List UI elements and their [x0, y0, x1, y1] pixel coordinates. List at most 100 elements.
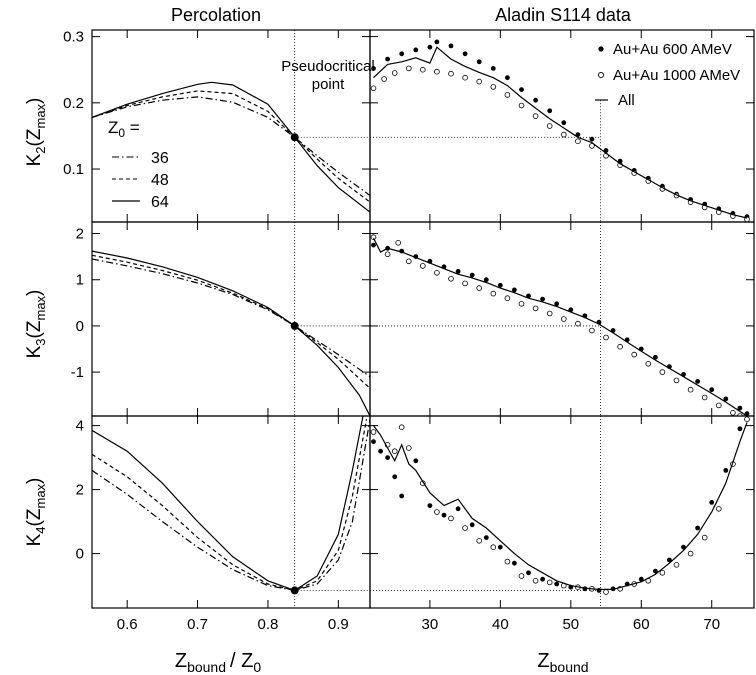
data-k3-point-au-au-600-amev	[512, 287, 517, 293]
legend-z0-z: Z	[108, 118, 118, 137]
xlabel-left-rest: / Z	[230, 650, 253, 672]
legend-600-marker	[598, 46, 604, 52]
data-k2-point-au-au-600-amev	[427, 44, 433, 50]
percolation-k4-xtick-label: 0.6	[117, 616, 138, 633]
data-k3-point-au-au-1000-amev	[504, 295, 511, 302]
data-k4-point-au-au-1000-amev	[504, 558, 511, 565]
legend-36-label: 36	[151, 150, 169, 167]
data-k4-point-au-au-600-amev	[554, 581, 560, 587]
panel-title-aladin: Aladin S114 data	[495, 5, 632, 25]
data-k2-point-au-au-1000-amev	[405, 65, 412, 72]
xlabel-left-sub2: 0	[253, 659, 261, 675]
data-k2-point-au-au-1000-amev	[589, 143, 595, 149]
ylabel-k3-sub: 3	[33, 338, 48, 345]
data-k3-point-au-au-1000-amev	[715, 402, 722, 409]
data-k3-point-au-au-1000-amev	[546, 310, 553, 317]
ylabel-k2-open: (Z	[24, 128, 45, 146]
ylabel-k4-sub: 4	[33, 526, 48, 533]
data-k3-point-au-au-1000-amev	[476, 285, 483, 291]
data-k3-point-au-au-1000-amev	[490, 290, 497, 297]
ylabel-k2: K2(Zmax)	[24, 98, 48, 167]
data-k4-point-au-au-600-amev	[371, 439, 376, 444]
data-k3-point-au-au-1000-amev	[730, 409, 736, 416]
data-k3-point-au-au-1000-amev	[673, 377, 680, 384]
percolation-k3-ytick-label: 0	[76, 318, 84, 335]
data-k3-point-au-au-600-amev	[483, 277, 489, 283]
data-k4-point-au-au-600-amev	[497, 544, 503, 550]
data-k4-point-au-au-1000-amev	[490, 544, 497, 550]
data-k2-point-au-au-1000-amev	[490, 84, 497, 90]
data-k3-point-au-au-1000-amev	[448, 275, 454, 282]
percolation-k2-ytick-label: 0.3	[63, 29, 84, 46]
percolation-k3-frame	[91, 221, 371, 417]
percolation-k4-series-48	[92, 419, 368, 592]
percolation-k4-series-group	[92, 416, 370, 592]
percolation-k3-series-group	[92, 250, 370, 416]
ylabel-k3-sub2: max	[33, 295, 48, 320]
xlabel-left-z: Z	[175, 650, 187, 672]
percolation-k4-xtick-label: 0.7	[187, 616, 208, 633]
annotation-line1: Pseudocritical	[281, 58, 374, 75]
data-k3-point-au-au-1000-amev	[589, 327, 595, 334]
data-k2-series-group	[370, 39, 750, 222]
data-k3-point-au-au-600-amev	[497, 282, 503, 288]
data-k4-point-au-au-600-amev	[399, 493, 405, 499]
data-k4-point-au-au-1000-amev	[405, 445, 412, 451]
percolation-k2-critical-point	[290, 133, 299, 142]
data-k3-series-group	[370, 234, 750, 416]
data-k2-frame	[369, 29, 755, 223]
data-k4-frame	[369, 415, 755, 609]
ylabel-k4-close: )	[24, 478, 45, 484]
panels: 0.1 0.2 0.3 -1 0 1 2 0.6 0.7 0.8 0.9 0 2 4 30 40 50 60 70	[63, 29, 755, 633]
data-k3-point-au-au-600-amev	[723, 396, 729, 402]
data-k4-xtick-label: 50	[562, 616, 579, 633]
data-k3-point-au-au-600-amev	[455, 269, 461, 274]
percolation-k3-critical-point	[290, 321, 299, 330]
xlabel-right-sub: bound	[550, 659, 589, 675]
data-k3-point-au-au-1000-amev	[659, 369, 666, 375]
percolation-k4-xtick-label: 0.9	[328, 616, 349, 633]
data-k2-point-au-au-1000-amev	[518, 102, 525, 109]
percolation-k4-frame	[91, 415, 371, 609]
data-k3-point-au-au-1000-amev	[518, 300, 525, 307]
data-legend: Au+Au 600 AMeV Au+Au 1000 AMeV All	[595, 41, 740, 109]
data-k3-point-au-au-1000-amev	[687, 386, 694, 393]
data-k2-point-au-au-1000-amev	[434, 68, 440, 75]
data-k2-point-au-au-1000-amev	[560, 131, 567, 138]
data-k4-point-au-au-600-amev	[455, 506, 461, 512]
data-k3-point-au-au-600-amev	[554, 301, 560, 307]
ylabel-k3-close: )	[24, 290, 45, 296]
data-k4-point-au-au-600-amev	[392, 474, 398, 480]
data-k4-xtick-label: 70	[703, 616, 720, 633]
data-k2-point-au-au-600-amev	[533, 97, 538, 103]
legend-all-label: All	[618, 92, 635, 109]
legend-48-label: 48	[151, 172, 169, 189]
ylabel-k4-open: (Z	[24, 508, 45, 526]
percolation-k4-panel: 0.6 0.7 0.8 0.9 0 2 4	[76, 415, 371, 633]
percolation-k4-ytick-label: 2	[76, 482, 84, 499]
legend-64-label: 64	[151, 194, 169, 211]
percolation-k3-series-36	[92, 258, 370, 378]
data-k4-series-all	[373, 422, 748, 591]
percolation-k4-ytick-label: 4	[76, 418, 84, 435]
ylabel-k4-sub2: max	[33, 483, 48, 508]
legend-z0-eq: =	[125, 118, 140, 137]
data-k4-point-au-au-1000-amev	[673, 561, 680, 568]
ylabel-k2-sub2: max	[33, 103, 48, 128]
data-k3-point-au-au-1000-amev	[532, 305, 539, 312]
data-k2-point-au-au-1000-amev	[419, 66, 426, 73]
data-k3-point-au-au-1000-amev	[384, 251, 391, 258]
data-k4-xtick-label: 60	[633, 616, 650, 633]
data-k4-point-au-au-600-amev	[638, 576, 644, 582]
data-k4-point-au-au-1000-amev	[391, 448, 398, 455]
data-k2-series-all	[373, 46, 748, 219]
percolation-k4-series-36	[92, 419, 370, 592]
data-k3-point-au-au-1000-amev	[405, 258, 412, 265]
data-k4-point-au-au-600-amev	[413, 458, 419, 464]
legend-600-label: Au+Au 600 AMeV	[613, 41, 732, 58]
data-k2-point-au-au-600-amev	[547, 108, 553, 114]
data-k3-point-au-au-1000-amev	[603, 334, 609, 341]
data-k2-point-au-au-600-amev	[371, 66, 376, 71]
svg-text:K4(Zmax): K4(Zmax)	[24, 478, 48, 547]
data-k4-point-au-au-600-amev	[723, 468, 729, 473]
